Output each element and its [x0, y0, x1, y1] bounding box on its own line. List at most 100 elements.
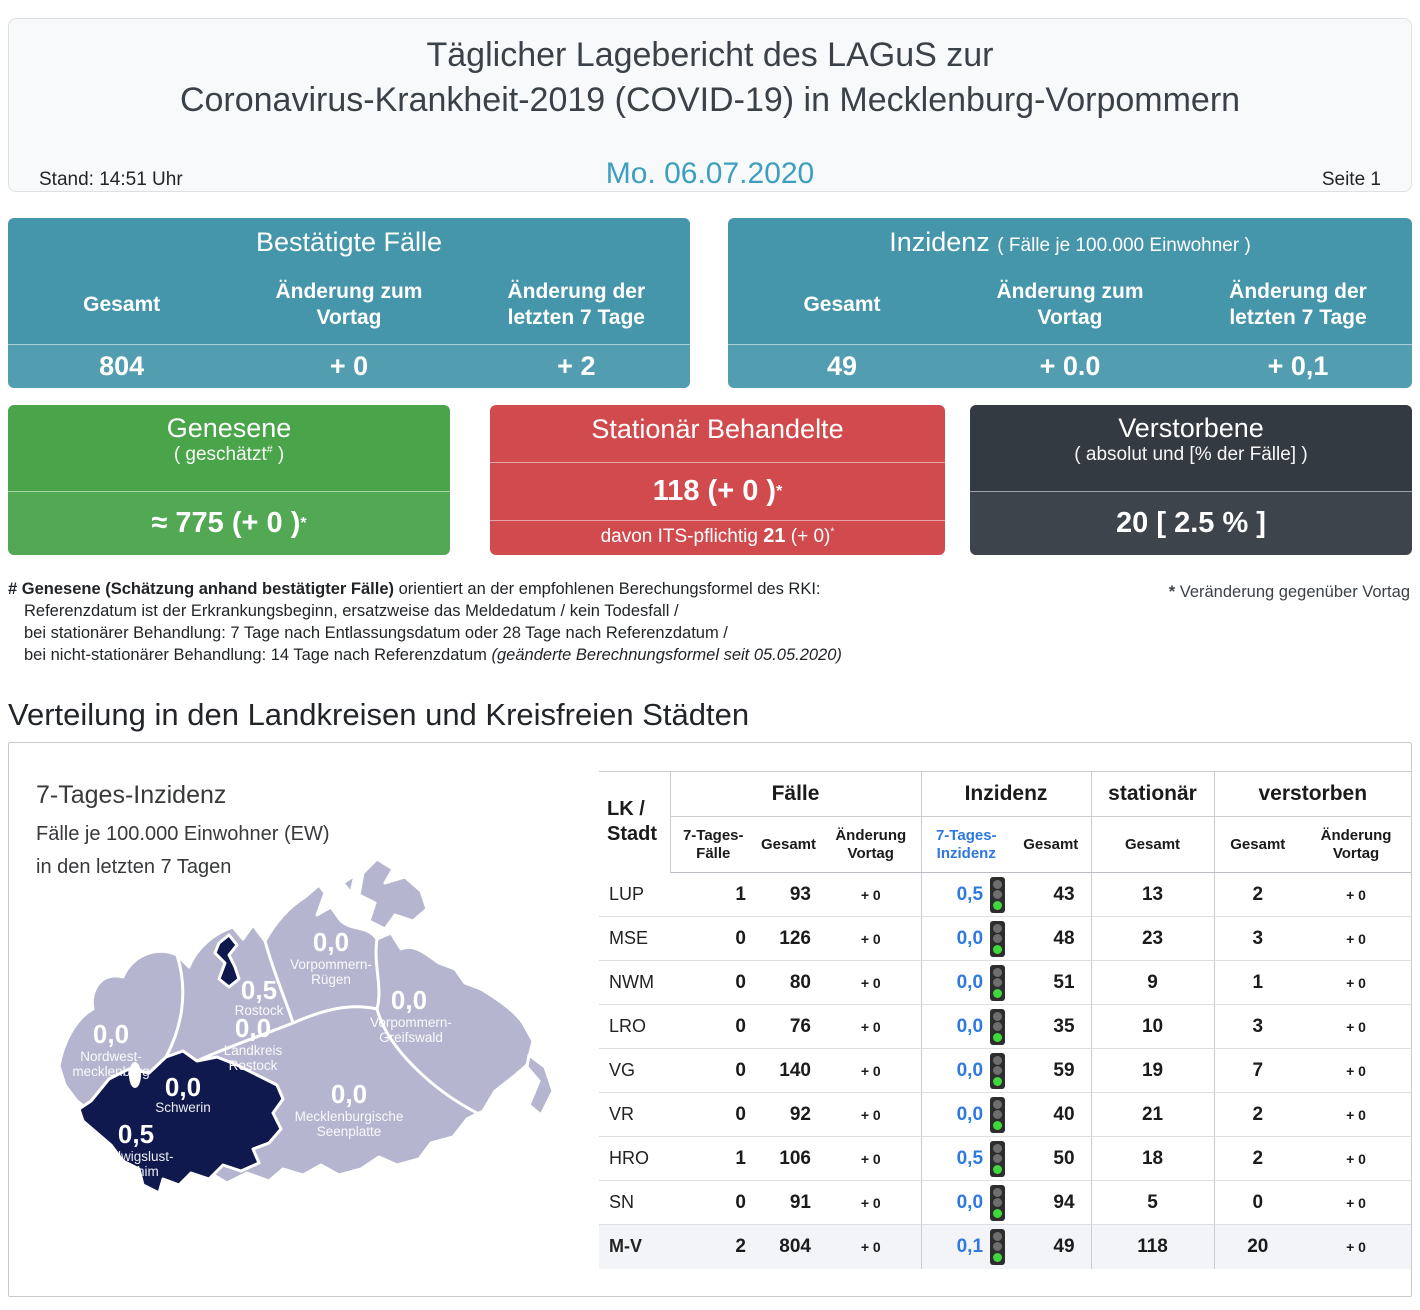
asterisk-footnote: * Veränderung gegenüber Vortag [1168, 583, 1410, 601]
svg-text:0,0: 0,0 [331, 1079, 367, 1109]
map-region-hro-dark [213, 933, 241, 989]
sub-header-hospital-total: Gesamt [1091, 816, 1215, 873]
group-header-cases: Fälle [670, 771, 922, 817]
confirmed-cases-headers: Gesamt Änderung zum Vortag Änderung der … [8, 266, 690, 344]
traffic-light-icon [990, 1140, 1006, 1177]
traffic-light-icon [990, 920, 1006, 957]
cell-hospital-total: 5 [1091, 1180, 1215, 1225]
col-header-daily-change: Änderung zum Vortag [996, 280, 1144, 329]
svg-text:0,5: 0,5 [241, 975, 277, 1005]
svg-text:Rügen: Rügen [311, 972, 351, 987]
cell-hospital-total: 118 [1091, 1224, 1215, 1269]
cell-cases-total: 804 [756, 1224, 821, 1269]
cell-7day-incidence: 0,0 [921, 1004, 1012, 1049]
table-row: LRO 0 76 + 0 0,0 35 10 3 + 0 [599, 1004, 1412, 1049]
cell-cases-delta: + 0 [821, 1180, 922, 1225]
cell-cases-delta: + 0 [821, 1004, 922, 1049]
svg-text:Vorpommern-: Vorpommern- [370, 1015, 452, 1030]
cell-deceased-delta: + 0 [1301, 1224, 1412, 1269]
cell-7day-cases: 0 [670, 1092, 756, 1137]
incidence-7day-value: 0,0 [956, 971, 984, 993]
table-row: HRO 1 106 + 0 0,5 50 18 2 + 0 [599, 1136, 1412, 1181]
recovered-footnote: # Genesene (Schätzung anhand bestätigter… [8, 580, 842, 664]
cell-district-code: M-V [599, 1224, 670, 1269]
traffic-light-icon [990, 1008, 1006, 1045]
cell-deceased-delta: + 0 [1301, 1048, 1412, 1093]
group-header-hospital: stationär [1091, 771, 1215, 817]
hospitalized-value: 118 (+ 0 ) * [490, 462, 945, 520]
cell-7day-cases: 1 [670, 872, 756, 917]
cell-incidence-total: 51 [1011, 960, 1092, 1005]
table-total-row: M-V 2 804 + 0 0,1 49 118 20 + 0 [599, 1224, 1412, 1269]
table-group-header-row: LK / Stadt Fälle Inzidenz stationär verst… [599, 771, 1412, 873]
svg-text:Rostock: Rostock [235, 1003, 284, 1018]
cell-7day-cases: 0 [670, 1004, 756, 1049]
incidence-7day-value: 0,5 [956, 883, 984, 905]
map-region-ruegen-island [357, 857, 429, 931]
svg-text:0,0: 0,0 [313, 927, 349, 957]
report-header: Täglicher Lagebericht des LAGuS zur Coro… [8, 18, 1412, 192]
cell-deceased-total: 0 [1214, 1180, 1302, 1225]
confirmed-cases-card: Bestätigte Fälle Gesamt Änderung zum Vor… [8, 218, 690, 388]
map-region-usedom [525, 1053, 555, 1117]
cell-incidence-total: 48 [1011, 916, 1092, 961]
district-table-body: LUP 1 93 + 0 0,5 43 13 2 + 0 MSE 0 126 + 0 0,0 48 23 3 + … [599, 872, 1412, 1269]
cell-cases-total: 140 [756, 1048, 821, 1093]
col-header-total: Gesamt [803, 293, 881, 316]
traffic-light-icon [990, 876, 1006, 913]
incidence-title-text: Inzidenz [889, 227, 990, 257]
confirmed-daily-change-value: + 0 [329, 351, 369, 381]
incidence-headers: Gesamt Änderung zum Vortag Änderung der … [728, 266, 1412, 344]
cell-7day-incidence: 0,0 [921, 1092, 1012, 1137]
cell-incidence-total: 59 [1011, 1048, 1092, 1093]
cell-7day-cases: 1 [670, 1136, 756, 1181]
col-header-daily-change: Änderung zum Vortag [275, 280, 423, 329]
cell-deceased-delta: + 0 [1301, 1092, 1412, 1137]
map-islet [341, 873, 357, 895]
cell-district-code: LUP [599, 872, 670, 917]
incidence-title: Inzidenz ( Fälle je 100.000 Einwohner ) [728, 218, 1412, 258]
svg-text:Seenplatte: Seenplatte [317, 1124, 382, 1139]
cell-district-code: VG [599, 1048, 670, 1093]
deceased-subtitle: ( absolut und [% der Fälle] ) [1074, 444, 1308, 465]
map-subtitle-2: in den letzten 7 Tagen [36, 856, 232, 878]
cell-7day-incidence: 0,1 [921, 1224, 1012, 1269]
cell-7day-cases: 0 [670, 1180, 756, 1225]
incidence-7day-value: 0,0 [956, 1059, 984, 1081]
cell-7day-cases: 0 [670, 960, 756, 1005]
cell-incidence-total: 43 [1011, 872, 1092, 917]
col-header-7day-change: Änderung der letzten 7 Tage [1229, 280, 1367, 329]
mv-choropleth-map: 0,0 Nordwest- mecklenburg 0,5 Rostock 0,… [57, 857, 555, 1195]
cell-deceased-total: 20 [1214, 1224, 1302, 1269]
col-header-7day-change: Änderung der letzten 7 Tage [507, 280, 646, 329]
traffic-light-icon [990, 1052, 1006, 1089]
sub-header-deceased-delta: Änderung Vortag [1301, 816, 1412, 873]
table-row: MSE 0 126 + 0 0,0 48 23 3 + 0 [599, 916, 1412, 961]
cell-7day-incidence: 0,0 [921, 916, 1012, 961]
cell-deceased-delta: + 0 [1301, 1004, 1412, 1049]
svg-text:Rostock: Rostock [229, 1058, 278, 1073]
hash-mark: # [8, 580, 18, 598]
cell-district-code: SN [599, 1180, 670, 1225]
cell-cases-delta: + 0 [821, 1048, 922, 1093]
cell-district-code: NWM [599, 960, 670, 1005]
map-subtitle-1: Fälle je 100.000 Einwohner (EW) [36, 823, 330, 845]
table-row: VR 0 92 + 0 0,0 40 21 2 + 0 [599, 1092, 1412, 1137]
cell-deceased-total: 2 [1214, 872, 1302, 917]
cell-hospital-total: 9 [1091, 960, 1215, 1005]
incidence-values: 49 + 0.0 + 0,1 [728, 344, 1412, 388]
incidence-title-note: ( Fälle je 100.000 Einwohner ) [997, 235, 1251, 256]
cell-cases-delta: + 0 [821, 1224, 922, 1269]
svg-text:Ludwigslust-: Ludwigslust- [98, 1149, 173, 1164]
sub-header-deceased-total: Gesamt [1214, 816, 1302, 873]
cell-district-code: LRO [599, 1004, 670, 1049]
cell-incidence-total: 35 [1011, 1004, 1092, 1049]
cell-cases-delta: + 0 [821, 872, 922, 917]
report-date: Mo. 06.07.2020 [605, 157, 815, 190]
map-region-lup-dark [77, 1049, 285, 1195]
recovered-subtitle: ( geschätzt# ) [173, 444, 285, 465]
cell-hospital-total: 18 [1091, 1136, 1215, 1181]
map-labels: 0,0 Nordwest- mecklenburg 0,5 Rostock 0,… [72, 927, 452, 1179]
traffic-light-icon [990, 1096, 1006, 1133]
